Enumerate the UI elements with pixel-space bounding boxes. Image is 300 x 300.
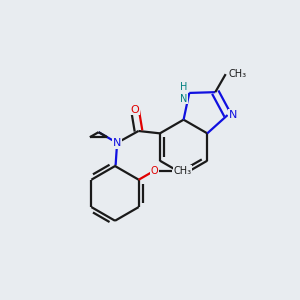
Text: O: O (150, 166, 158, 176)
Text: N: N (113, 138, 121, 148)
Text: H
N: H N (180, 82, 188, 104)
Text: CH₃: CH₃ (173, 166, 192, 176)
Text: N: N (229, 110, 237, 120)
Text: CH₃: CH₃ (228, 69, 246, 79)
Text: O: O (130, 105, 139, 115)
